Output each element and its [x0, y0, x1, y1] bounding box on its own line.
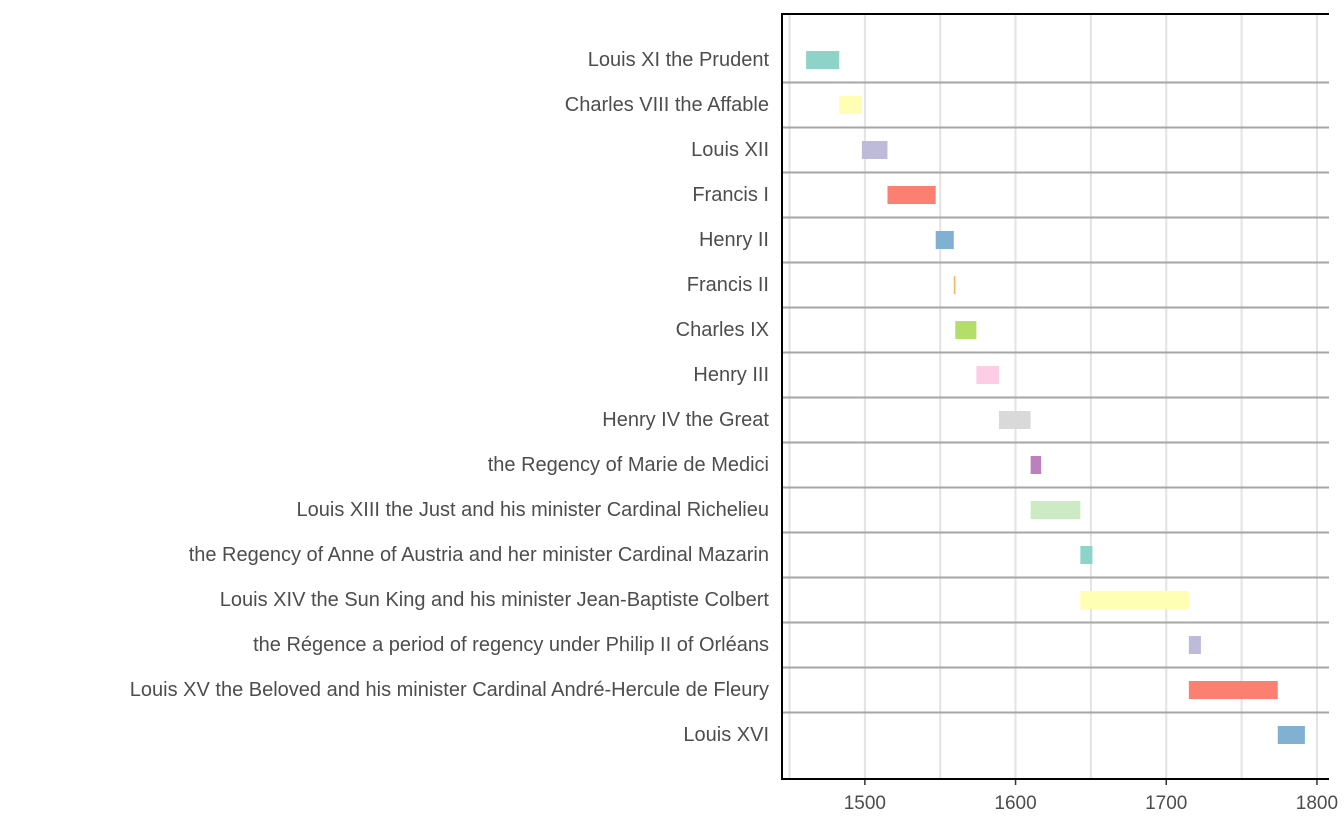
y-tick-label: the Régence a period of regency under Ph…: [253, 634, 769, 656]
y-label-layer: Louis XI the Prudent Charles VIII the Aff…: [130, 49, 770, 746]
reign-bar: [1188, 681, 1278, 699]
reign-bar: [1188, 636, 1201, 654]
bar-layer: [806, 51, 1305, 744]
x-tick-label: 1600: [994, 793, 1036, 814]
y-tick-label: Francis II: [687, 274, 769, 296]
x-tick-label: 1500: [844, 793, 886, 814]
reign-bar: [861, 141, 888, 159]
x-tick-label: 1800: [1296, 793, 1338, 814]
y-tick-label: Henry II: [699, 229, 769, 251]
y-tick-label: Henry III: [693, 364, 769, 386]
row-separator-layer: [782, 81, 1329, 714]
y-tick-label: Henry IV the Great: [602, 409, 769, 431]
reign-bar: [935, 231, 954, 249]
y-tick-label: Francis I: [692, 184, 769, 206]
x-tick-label: 1700: [1145, 793, 1187, 814]
reign-bar: [839, 96, 862, 114]
reign-bar: [887, 186, 936, 204]
x-tick-layer: 1500 1600 1700 1800: [844, 779, 1338, 814]
y-tick-label: Louis XIII the Just and his minister Car…: [297, 499, 769, 521]
reign-bar: [998, 411, 1031, 429]
reign-bar: [1277, 726, 1305, 744]
y-tick-label: the Regency of Marie de Medici: [488, 454, 769, 476]
y-tick-label: Louis XIV the Sun King and his minister …: [220, 589, 770, 611]
reign-bar: [976, 366, 999, 384]
y-tick-label: Charles IX: [676, 319, 769, 341]
reign-bar: [955, 321, 977, 339]
reign-bar: [1030, 501, 1081, 519]
y-tick-label: Louis XII: [691, 139, 769, 161]
reign-bar: [953, 276, 956, 294]
y-tick-label: Louis XVI: [683, 724, 769, 746]
y-tick-label: the Regency of Anne of Austria and her m…: [189, 544, 769, 566]
reign-bar: [806, 51, 840, 69]
y-tick-label: Charles VIII the Affable: [565, 94, 769, 116]
reign-bar: [1080, 546, 1093, 564]
reign-bar: [1080, 591, 1189, 609]
y-tick-label: Louis XI the Prudent: [588, 49, 770, 71]
y-tick-label: Louis XV the Beloved and his minister Ca…: [130, 679, 769, 701]
reign-bar: [1030, 456, 1042, 474]
